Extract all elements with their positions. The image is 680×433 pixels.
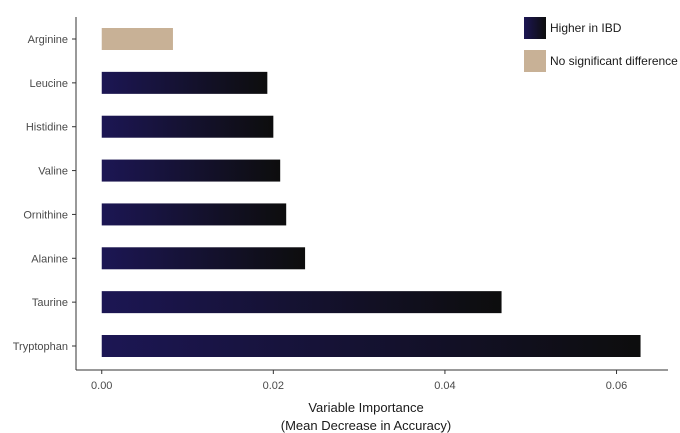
legend-swatch-no-difference xyxy=(524,50,546,72)
y-tick-label-ornithine: Ornithine xyxy=(23,209,68,221)
bar-histidine xyxy=(101,115,274,138)
legend-label-no-difference: No significant difference xyxy=(550,54,678,68)
x-tick-label-0: 0.00 xyxy=(91,380,112,392)
x-axis-title-line1: Variable Importance xyxy=(308,400,423,415)
bar-ornithine xyxy=(101,203,287,226)
bar-alanine xyxy=(101,247,306,270)
y-tick-labels: Tryptophan Taurine Alanine Ornithine Valine H… xyxy=(13,34,76,353)
bar-leucine xyxy=(101,71,268,94)
y-tick-label-valine: Valine xyxy=(38,166,68,178)
y-tick-label-histidine: Histidine xyxy=(26,122,68,134)
bar-valine xyxy=(101,159,281,182)
y-tick-label-taurine: Taurine xyxy=(32,297,68,309)
y-tick-label-leucine: Leucine xyxy=(29,78,68,90)
y-tick-label-arginine: Arginine xyxy=(28,34,68,46)
x-tick-label-2: 0.04 xyxy=(434,380,455,392)
legend: Higher in IBD No significant difference xyxy=(524,17,678,72)
x-axis-title-line2: (Mean Decrease in Accuracy) xyxy=(281,418,452,433)
y-tick-label-alanine: Alanine xyxy=(31,253,68,265)
y-tick-label-tryptophan: Tryptophan xyxy=(13,341,68,353)
x-tick-label-3: 0.06 xyxy=(606,380,627,392)
bar-arginine xyxy=(101,28,173,50)
x-ticks: 0.00 0.02 0.04 0.06 xyxy=(91,370,627,392)
legend-swatch-higher-ibd xyxy=(524,17,546,39)
bars xyxy=(101,28,641,357)
x-tick-label-1: 0.02 xyxy=(263,380,284,392)
bar-taurine xyxy=(101,291,502,314)
bar-tryptophan xyxy=(101,335,641,357)
legend-label-higher-ibd: Higher in IBD xyxy=(550,21,622,35)
